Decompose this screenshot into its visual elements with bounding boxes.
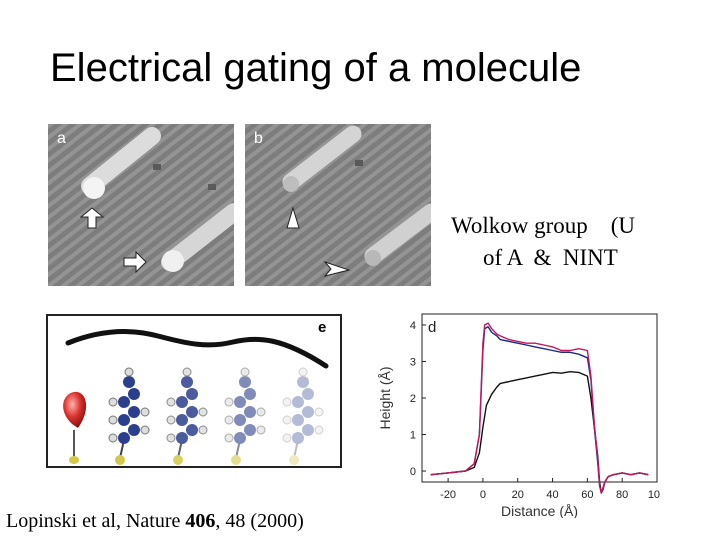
slide-title: Electrical gating of a molecule [50,46,582,90]
x-tick-label: 60 [581,489,593,501]
y-tick-label: 3 [410,356,416,368]
x-axis-label: Distance (Å) [501,503,578,518]
plot-frame [421,313,658,483]
x-tick-label: 80 [616,489,628,501]
citation-prefix: Lopinski et al, Nature [6,510,186,532]
y-tick-label: 2 [410,393,416,405]
stm-image-a: a [48,124,234,286]
arrowhead-right-icon [323,260,351,277]
credit-text: Wolkow group (U of A & NINT [451,210,635,274]
stm-label-b: b [254,130,263,147]
wire-trace [65,329,329,369]
y-axis-label: Height (Å) [377,366,393,429]
arrow-right-icon [123,250,147,274]
citation-suffix: , 48 (2000) [215,510,304,532]
benzene-molecule [108,367,150,465]
molecule-schematic: e [63,319,329,466]
y-tick-label: 0 [410,466,416,478]
panel-d-label: d [428,319,436,336]
x-tick-label: -20 [440,489,456,501]
arrow-up-icon [79,207,105,229]
stm-label-a: a [57,130,66,147]
stm-image-a-graphic [48,124,234,286]
benzene-molecule [224,367,266,466]
panel-e-label: e [318,319,326,336]
x-tick-label: 0 [480,489,486,501]
citation: Lopinski et al, Nature 406, 48 (2000) [6,510,304,533]
stm-tip-icon [63,391,87,464]
stm-image-b: b [245,124,431,286]
benzene-molecule [282,367,324,466]
x-tick-label: 100 [648,489,660,501]
x-tick-label: 40 [546,489,558,501]
chart-svg: -20 0 20 40 60 80 100 0 1 2 3 4 Distance (Å) Height (… [377,313,666,519]
benzene-molecule [166,367,208,466]
y-tick-label: 1 [410,430,416,442]
credit-line-2: of A & NINT [483,245,618,270]
series-line [430,322,649,494]
stm-image-b-graphic [245,124,431,286]
schematic-panel-e: e [46,314,342,468]
credit-line-1: Wolkow group (U [451,213,636,238]
x-tick-label: 20 [512,489,524,501]
citation-volume: 406 [185,510,216,532]
y-tick-label: 4 [410,320,416,332]
height-profile-chart: -20 0 20 40 60 80 100 0 1 2 3 4 Distance (Å) Height (… [372,312,666,519]
arrowhead-up-icon [286,206,300,229]
